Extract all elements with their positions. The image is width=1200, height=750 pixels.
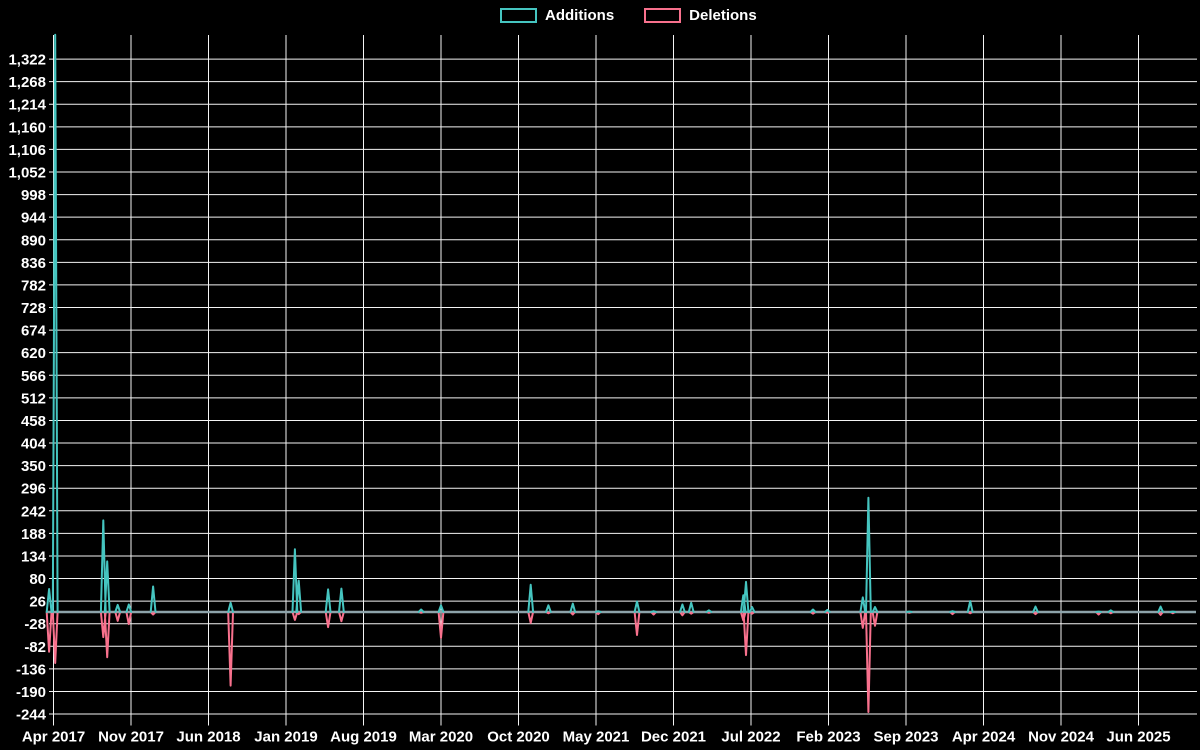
additions-swatch-icon [500, 8, 537, 23]
y-tick-label: 1,160 [8, 119, 46, 136]
x-tick-label: Feb 2023 [796, 729, 860, 746]
y-tick-label: 1,052 [8, 165, 46, 182]
additions-line [45, 33, 1177, 613]
y-tick-label: 458 [21, 413, 46, 430]
y-tick-label: 1,214 [8, 97, 46, 114]
legend-item-deletions[interactable]: Deletions [644, 8, 757, 23]
x-tick-label: Jun 2025 [1106, 729, 1170, 746]
x-tick-label: Nov 2024 [1028, 729, 1095, 746]
y-tick-label: 134 [21, 548, 47, 565]
y-tick-label: 782 [21, 277, 46, 294]
y-tick-label: -82 [24, 639, 46, 656]
y-tick-label: 296 [21, 481, 46, 498]
y-tick-label: -190 [16, 684, 46, 701]
y-tick-label: 620 [21, 345, 46, 362]
y-tick-label: -244 [16, 707, 47, 724]
y-tick-label: 80 [29, 571, 46, 588]
x-tick-label: Mar 2020 [409, 729, 473, 746]
y-tick-label: 350 [21, 458, 46, 475]
y-tick-label: 566 [21, 368, 46, 385]
chart-legend: Additions Deletions [500, 8, 757, 23]
legend-item-additions[interactable]: Additions [500, 8, 614, 23]
y-tick-label: 674 [21, 323, 47, 340]
y-tick-label: 944 [21, 210, 47, 227]
y-tick-label: 242 [21, 503, 46, 520]
y-tick-label: 26 [29, 594, 46, 611]
y-tick-label: 512 [21, 390, 46, 407]
y-tick-label: 890 [21, 232, 46, 249]
deletions-line [45, 611, 1177, 713]
x-tick-label: Jan 2019 [254, 729, 317, 746]
x-tick-label: Aug 2019 [330, 729, 397, 746]
x-tick-label: Nov 2017 [98, 729, 164, 746]
y-tick-label: 188 [21, 526, 46, 543]
x-tick-label: Sep 2023 [873, 729, 938, 746]
y-tick-label: 728 [21, 300, 46, 317]
y-tick-label: 1,106 [8, 142, 46, 159]
y-tick-label: -136 [16, 661, 46, 678]
y-tick-label: 404 [21, 436, 47, 453]
deletions-swatch-icon [644, 8, 682, 23]
x-tick-label: Jun 2018 [176, 729, 240, 746]
x-tick-label: Jul 2022 [721, 729, 780, 746]
y-tick-label: 1,268 [8, 74, 46, 91]
x-tick-label: May 2021 [563, 729, 630, 746]
legend-label-additions: Additions [545, 7, 615, 24]
legend-label-deletions: Deletions [689, 7, 757, 24]
x-tick-label: Apr 2017 [22, 729, 85, 746]
x-tick-label: Apr 2024 [952, 729, 1016, 746]
y-tick-label: 998 [21, 187, 46, 204]
y-tick-label: -28 [24, 616, 46, 633]
x-tick-label: Oct 2020 [487, 729, 550, 746]
x-tick-label: Dec 2021 [641, 729, 706, 746]
y-tick-label: 836 [21, 255, 46, 272]
y-tick-label: 1,322 [8, 52, 46, 69]
